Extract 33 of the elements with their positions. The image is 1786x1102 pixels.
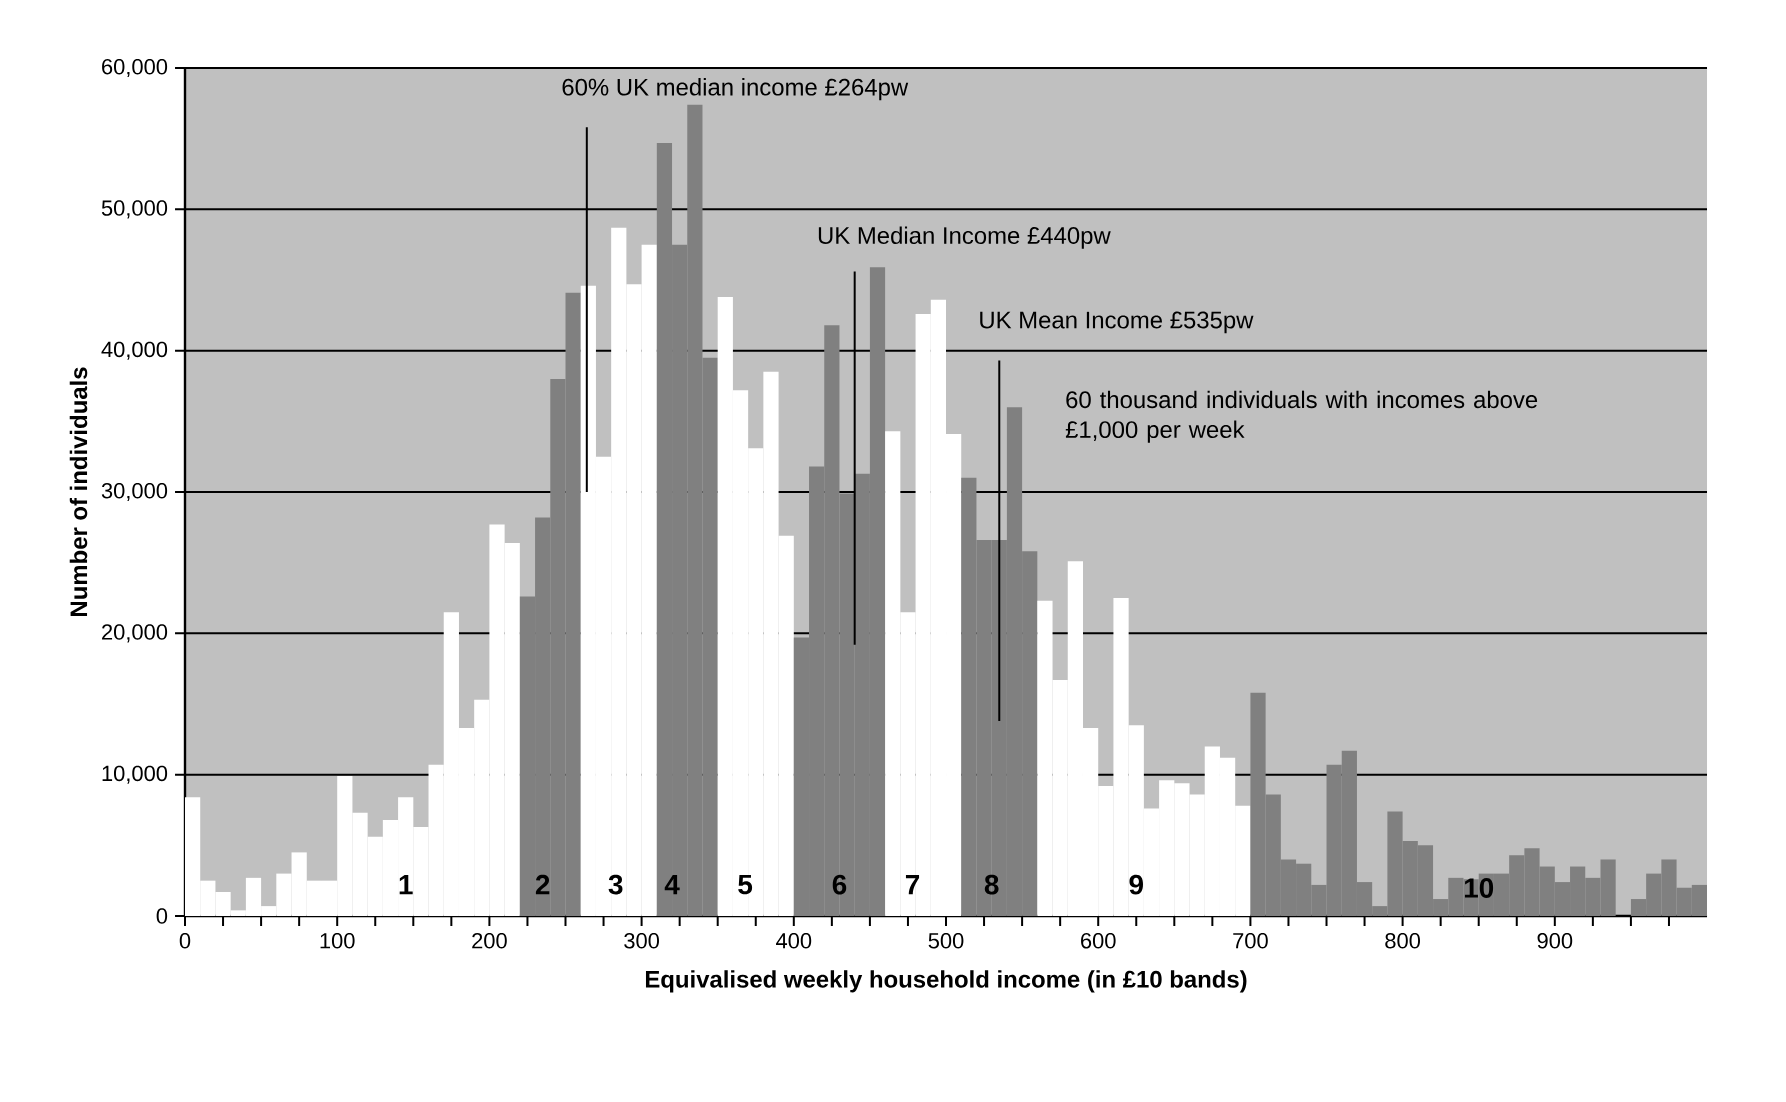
annotation: 7 [905,875,920,895]
annotation: 8 [984,874,999,895]
annotation: 60 thousand individuals with incomes above £1,000 per week [1065,390,1538,443]
x-tick-label: 300 [624,933,659,949]
x-axis-title: Equivalised weekly household income (in £10 bands) [645,970,1247,993]
x-tick-label: 200 [472,933,507,949]
y-tick-label: 40,000 [101,341,168,360]
annotation: 4 [664,875,680,895]
y-tick-label: 30,000 [101,482,168,502]
x-tick-label: 500 [928,933,964,949]
y-tick-label: 10,000 [102,765,168,784]
ref-line-label: UK Median Income £440pw [818,226,1111,249]
ref-line-label: UK Mean Income £535pw [980,311,1254,334]
y-tick-label: 50,000 [101,200,168,219]
annotation: 5 [738,874,753,895]
x-tick-label: 400 [776,933,812,949]
x-tick-label: 700 [1233,933,1268,949]
annotation: 10 [1464,878,1494,898]
y-tick-label: 20,000 [102,624,168,643]
ref-line-label: 60% UK median income £264pw [562,78,909,101]
annotation: 2 [535,874,550,895]
x-tick-label: 900 [1537,933,1573,949]
y-axis-title: Number of individuals [69,367,88,616]
x-tick-label: 800 [1385,933,1421,949]
x-tick-label: 100 [320,933,355,949]
y-tick-label: 0 [156,908,168,924]
x-tick-label: 0 [179,933,191,949]
annotation: 9 [1129,874,1143,895]
x-tick-label: 600 [1081,933,1116,949]
annotation: 6 [832,874,847,895]
annotation: 1 [399,875,413,895]
annotation: 3 [608,874,623,895]
y-tick-label: 60,000 [102,58,168,78]
